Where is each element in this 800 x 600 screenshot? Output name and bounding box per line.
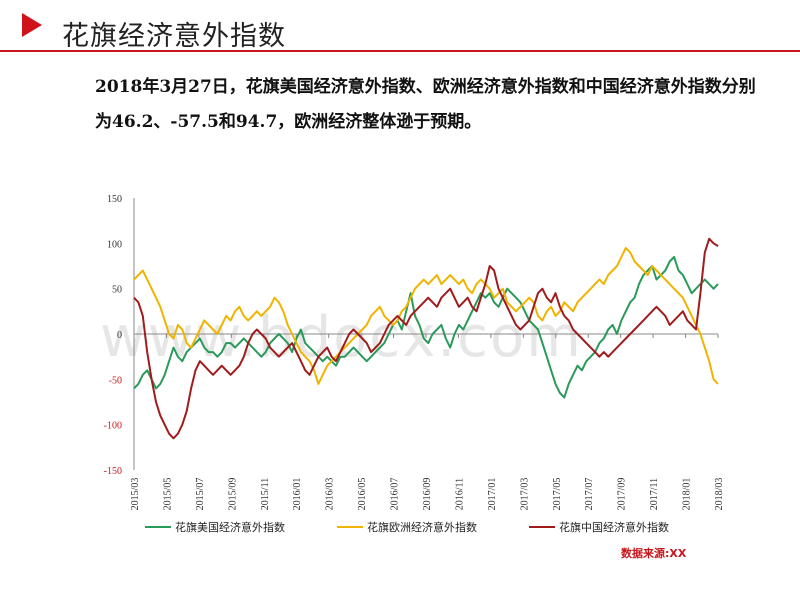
chart-legend: 花旗美国经济意外指数 花旗欧洲经济意外指数 花旗中国经济意外指数	[145, 519, 745, 539]
x-tick-label: 2016/03	[325, 478, 336, 511]
legend-swatch-cn	[529, 526, 555, 528]
x-tick-label: 2015/05	[162, 478, 173, 511]
data-source: 数据来源:XX	[621, 547, 687, 560]
legend-swatch-eu	[337, 526, 363, 528]
x-tick-label: 2017/07	[584, 478, 595, 511]
legend-label-us: 花旗美国经济意外指数	[175, 521, 285, 534]
line-chart: 150 100 50 0 -50 -100 -150 2015/03 2015/05 2015/0…	[104, 194, 725, 511]
x-tick-label: 2016/09	[422, 478, 433, 511]
header-divider	[0, 50, 800, 52]
play-triangle-icon	[22, 13, 42, 37]
series-line-0	[133, 255, 719, 399]
x-tick-label: 2017/05	[552, 478, 563, 511]
y-tick-label: -50	[109, 375, 122, 386]
y-tick-label: 100	[107, 239, 122, 250]
legend-item-cn: 花旗中国经济意外指数	[529, 519, 669, 535]
x-tick-label: 2015/11	[260, 478, 271, 510]
x-tick-label: 2017/11	[649, 478, 660, 510]
y-tick-label: -150	[104, 466, 122, 477]
x-tick-label: 2015/03	[130, 478, 141, 511]
x-tick-label: 2016/01	[292, 478, 303, 511]
x-tick-label: 2018/03	[714, 478, 725, 511]
x-tick-label: 2017/01	[487, 478, 498, 511]
header-bar: 花旗经济意外指数	[0, 0, 800, 70]
summary-paragraph: 2018年3月27日，花旗美国经济意外指数、欧洲经济意外指数和中国经济意外指数分…	[95, 77, 756, 132]
y-tick-label: 150	[107, 194, 122, 205]
y-tick-label: -100	[104, 421, 122, 432]
x-tick-label: 2015/07	[195, 478, 206, 511]
x-tick-label: 2015/09	[227, 478, 238, 511]
series-line-1	[133, 246, 719, 385]
x-tick-label: 2016/07	[390, 478, 401, 511]
y-tick-label: 50	[112, 285, 122, 296]
x-tick-label: 2016/05	[357, 478, 368, 511]
chart-container: 150 100 50 0 -50 -100 -150 2015/03 2015/05 2015/0…	[80, 180, 760, 580]
y-tick-label: 0	[117, 330, 122, 341]
legend-item-eu: 花旗欧洲经济意外指数	[337, 519, 477, 535]
x-tick-label: 2018/01	[682, 478, 693, 511]
x-tick-label: 2017/03	[519, 478, 530, 511]
legend-label-eu: 花旗欧洲经济意外指数	[367, 521, 477, 534]
legend-label-cn: 花旗中国经济意外指数	[559, 521, 669, 534]
legend-swatch-us	[145, 526, 171, 528]
page-title: 花旗经济意外指数	[62, 21, 286, 52]
series-line-2	[133, 237, 719, 440]
legend-item-us: 花旗美国经济意外指数	[145, 519, 285, 535]
x-tick-label: 2016/11	[454, 478, 465, 510]
x-tick-label: 2017/09	[617, 478, 628, 511]
